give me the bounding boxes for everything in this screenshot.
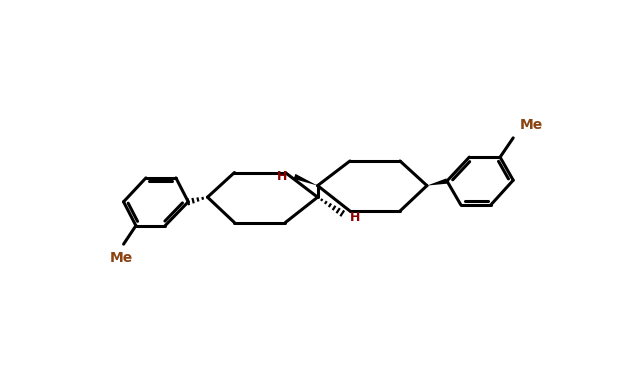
Text: Me: Me bbox=[110, 251, 133, 265]
Text: Me: Me bbox=[519, 119, 543, 133]
Polygon shape bbox=[427, 179, 447, 186]
Polygon shape bbox=[293, 174, 317, 186]
Text: H: H bbox=[350, 211, 360, 224]
Text: H: H bbox=[276, 170, 287, 183]
